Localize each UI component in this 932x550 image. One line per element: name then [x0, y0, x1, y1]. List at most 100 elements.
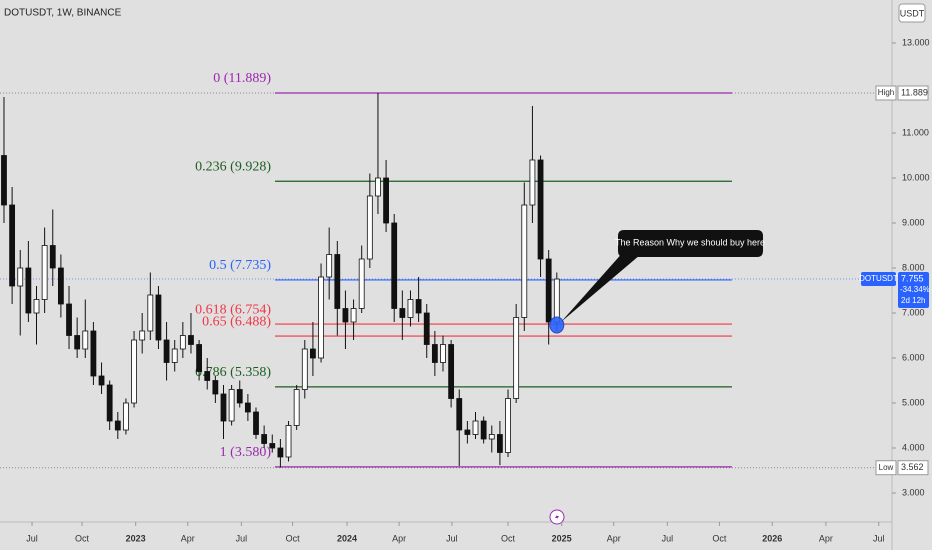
y-tick-label: 9.000: [902, 217, 925, 227]
candle-body: [399, 308, 406, 318]
candle-body: [131, 339, 137, 404]
candle-body: [212, 380, 219, 395]
candle-body: [228, 389, 235, 422]
candle-body: [163, 339, 170, 363]
symbol-tag: [861, 272, 896, 287]
y-tick-label: 7.000: [902, 307, 925, 317]
low-tag-label: Low: [879, 463, 894, 472]
candle-body: [74, 335, 81, 350]
buy-zone-marker: [549, 316, 565, 334]
x-tick-label: Oct: [712, 533, 727, 543]
candle-body: [342, 308, 349, 323]
callout-pointer: [561, 250, 640, 322]
candle-body: [366, 195, 373, 260]
x-tick-label: Apr: [392, 533, 406, 543]
candle-body: [277, 447, 284, 458]
events-icon[interactable]: [549, 509, 565, 525]
candle-body: [25, 267, 32, 314]
candle-body: [1, 155, 7, 206]
high-value-box: [897, 85, 929, 101]
callout-text: The Reason Why we should buy here: [615, 237, 765, 247]
candle-body: [537, 159, 544, 260]
candle-body: [415, 299, 422, 314]
candle-body: [90, 330, 97, 377]
candle-body: [375, 177, 381, 197]
currency-label[interactable]: USDT: [900, 8, 925, 18]
candle-body: [301, 348, 308, 390]
candle-body: [407, 299, 414, 318]
candle-body: [545, 258, 552, 323]
x-tick-label: Jul: [446, 533, 458, 543]
candle-body: [261, 434, 268, 444]
candle-body: [318, 276, 324, 359]
x-tick-label: Apr: [819, 533, 833, 543]
plot: 0 (11.889) 0.236 (9.928) 0.5 (7.735) 0.618 …: [0, 71, 892, 469]
y-tick-label: 3.000: [902, 487, 925, 497]
chart-title: DOTUSDT, 1W, BINANCE: [4, 8, 122, 19]
x-tick-label: Apr: [181, 533, 195, 543]
candle-body: [155, 294, 162, 341]
candle-body: [179, 335, 186, 350]
candle-body: [464, 429, 471, 435]
candle-body: [66, 303, 72, 336]
candle-body: [57, 267, 64, 305]
candle-body: [204, 371, 211, 381]
candle-body: [106, 384, 113, 422]
candle-body: [456, 398, 463, 431]
last-price-value: 7.755: [901, 273, 924, 283]
candle-body: [358, 258, 365, 309]
candle-body: [98, 375, 105, 386]
fib-label: 0.618 (6.754): [195, 302, 271, 317]
y-tick-label: 11.000: [902, 127, 929, 137]
candle-body: [472, 420, 479, 435]
candle-body: [521, 204, 528, 318]
events-bolt[interactable]: [555, 513, 559, 521]
y-tick-label: 10.000: [902, 172, 930, 182]
candle-body: [326, 254, 333, 278]
candle-body: [553, 278, 560, 323]
candle-body: [334, 254, 341, 309]
candle-body: [171, 348, 178, 363]
candle-body: [188, 335, 194, 345]
y-tick-label: 8.000: [902, 262, 925, 272]
candle-body: [269, 443, 276, 449]
x-tick-label: Jul: [26, 533, 38, 543]
x-tick-label: 2026: [762, 533, 782, 543]
high-tag-label: High: [878, 88, 894, 97]
candle-body: [383, 177, 389, 224]
fib-label: 1 (3.580): [220, 445, 272, 460]
candle-body: [440, 344, 446, 363]
x-tick-label: Jul: [236, 533, 248, 543]
candle-body: [431, 344, 438, 363]
fib-label: 0.65 (6.488): [202, 314, 271, 329]
callout-box: [618, 230, 763, 257]
currency-button[interactable]: [898, 3, 926, 23]
fib-label: 0.786 (5.358): [195, 365, 271, 380]
candle-body: [114, 420, 121, 431]
y-tick-label: 6.000: [902, 352, 925, 362]
candle-body: [41, 245, 48, 300]
last-price-change: -34.34%: [900, 285, 930, 294]
high-tag: [875, 85, 897, 101]
x-tick-label: 2024: [337, 533, 357, 543]
candle-body: [513, 317, 520, 399]
candle-body: [529, 159, 536, 206]
x-tick-label: Jul: [662, 533, 674, 543]
x-tick-label: Oct: [286, 533, 301, 543]
fib-label: 0.5 (7.735): [209, 258, 271, 273]
candle-body: [196, 344, 202, 372]
candle-body: [139, 330, 146, 341]
last-price-countdown: 2d 12h: [901, 296, 925, 305]
candle-body: [448, 344, 455, 399]
y-tick-label: 13.000: [902, 37, 930, 47]
candle-body: [497, 434, 503, 453]
low-value-box: [897, 460, 929, 476]
y-tick-label: 5.000: [902, 397, 925, 407]
candle-body: [82, 330, 89, 350]
candle-body: [310, 348, 316, 359]
low-tag: [875, 460, 897, 476]
fib-label: 0.236 (9.928): [195, 159, 271, 174]
